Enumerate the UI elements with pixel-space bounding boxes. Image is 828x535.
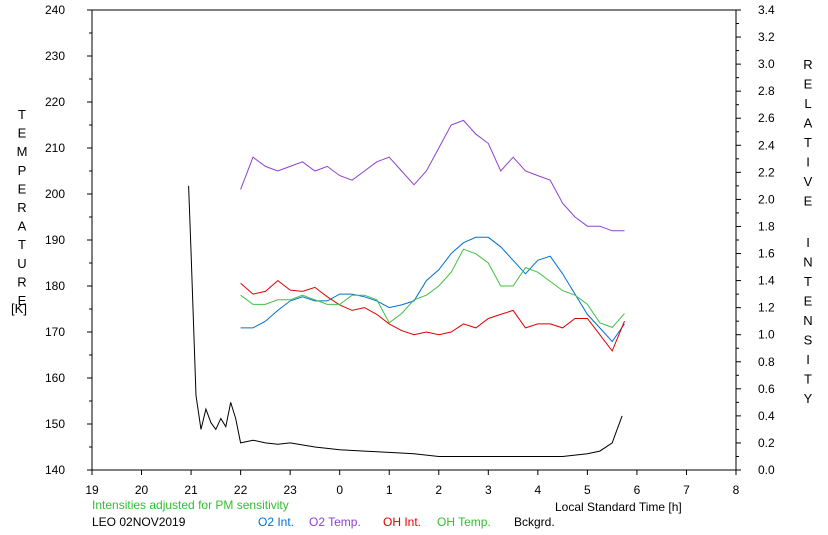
- x-tick-label: 1: [386, 483, 393, 497]
- left-axis-label-letter: A: [18, 219, 27, 234]
- y-right-tick-label: 0.0: [758, 463, 775, 477]
- y-right-tick-label: 0.4: [758, 409, 775, 423]
- y-left-tick-label: 210: [45, 141, 65, 155]
- y-right-tick-label: 1.4: [758, 274, 775, 288]
- left-axis-label-letter: E: [18, 181, 27, 196]
- y-right-tick-label: 1.2: [758, 301, 775, 315]
- left-axis-unit: [K]: [11, 301, 27, 316]
- y-right-tick-label: 3.4: [758, 3, 775, 17]
- series-line-bckgrd: [188, 185, 623, 457]
- y-left-tick-label: 150: [45, 417, 65, 431]
- y-right-tick-label: 1.6: [758, 247, 775, 261]
- x-tick-label: 4: [535, 483, 542, 497]
- x-tick-label: 20: [135, 483, 149, 497]
- y-right-tick-label: 2.8: [758, 84, 775, 98]
- y-right-tick-label: 2.4: [758, 138, 775, 152]
- left-axis-label-letter: R: [17, 274, 26, 289]
- y-left-tick-label: 160: [45, 371, 65, 385]
- x-tick-label: 21: [184, 483, 198, 497]
- right-axis-label-letter: V: [804, 174, 813, 189]
- right-axis-label-letter: S: [804, 333, 813, 348]
- x-tick-label: 7: [683, 483, 690, 497]
- axis-ticks: 19 20 21 22 23 0 1 2 3 4 5 6 7 8140150160170180190200…: [45, 3, 775, 497]
- series-line-o2-temp: [240, 119, 625, 232]
- right-axis-label-letter: T: [804, 372, 812, 387]
- legend-oh-int: OH Int.: [383, 515, 422, 529]
- x-axis-label: Local Standard Time [h]: [555, 500, 682, 514]
- x-tick-label: 22: [234, 483, 248, 497]
- left-axis-label-letter: M: [17, 144, 28, 159]
- right-axis-label-letter: N: [803, 313, 812, 328]
- legend-o2-temp: O2 Temp.: [309, 515, 361, 529]
- y-right-tick-label: 2.0: [758, 192, 775, 206]
- right-axis-label-letter: I: [806, 235, 810, 250]
- series-line-o2-int: [240, 236, 625, 343]
- y-right-tick-label: 2.2: [758, 165, 775, 179]
- legend-bckgrd: Bckgrd.: [514, 515, 555, 529]
- y-right-tick-label: 3.0: [758, 57, 775, 71]
- series-lines: [188, 119, 625, 457]
- y-left-tick-label: 170: [45, 325, 65, 339]
- y-left-tick-label: 180: [45, 279, 65, 293]
- y-right-tick-label: 1.8: [758, 219, 775, 233]
- left-axis-label-letter: T: [18, 107, 26, 122]
- y-left-tick-label: 230: [45, 49, 65, 63]
- x-tick-label: 19: [85, 483, 99, 497]
- series-line-oh-temp: [240, 248, 625, 328]
- right-axis-label-letter: E: [804, 77, 813, 92]
- x-tick-label: 3: [485, 483, 492, 497]
- y-left-tick-label: 240: [45, 3, 65, 17]
- y-right-tick-label: 2.6: [758, 111, 775, 125]
- left-axis-label-letter: T: [18, 237, 26, 252]
- right-axis-label-letter: N: [803, 255, 812, 270]
- right-axis-label-letter: E: [804, 294, 813, 309]
- plot-frame: [91, 9, 737, 471]
- left-axis-label-letter: P: [18, 163, 27, 178]
- right-axis-label-letter: A: [804, 116, 813, 131]
- right-axis-label-letter: R: [803, 57, 812, 72]
- left-axis-label-letter: U: [17, 256, 26, 271]
- y-left-tick-label: 190: [45, 233, 65, 247]
- right-axis-label-letter: L: [804, 96, 811, 111]
- station-label: LEO 02NOV2019: [92, 515, 186, 529]
- left-axis-label-letter: E: [18, 293, 27, 308]
- right-axis-label-letter: I: [806, 155, 810, 170]
- right-axis-label-letter: Y: [804, 391, 813, 406]
- y-right-tick-label: 3.2: [758, 30, 775, 44]
- x-tick-label: 0: [336, 483, 343, 497]
- x-tick-label: 5: [584, 483, 591, 497]
- y-left-tick-label: 220: [45, 95, 65, 109]
- y-right-tick-label: 0.2: [758, 436, 775, 450]
- series-line-oh-int: [240, 279, 625, 352]
- y-left-tick-label: 200: [45, 187, 65, 201]
- left-axis-label-letter: E: [18, 126, 27, 141]
- legend-oh-temp: OH Temp.: [437, 515, 491, 529]
- x-tick-label: 6: [634, 483, 641, 497]
- left-axis-label-letter: R: [17, 200, 26, 215]
- right-axis-label-letter: T: [804, 274, 812, 289]
- y-right-tick-label: 0.8: [758, 355, 775, 369]
- legend-o2-int: O2 Int.: [258, 515, 295, 529]
- y-right-tick-label: 1.0: [758, 328, 775, 342]
- y-right-tick-label: 0.6: [758, 382, 775, 396]
- right-axis-label-letter: I: [806, 352, 810, 367]
- right-axis-label-letter: T: [804, 135, 812, 150]
- right-axis-label-letter: E: [804, 194, 813, 209]
- y-left-tick-label: 140: [45, 463, 65, 477]
- x-tick-label: 8: [733, 483, 740, 497]
- note-text: Intensities adjusted for PM sensitivity: [92, 498, 289, 512]
- x-tick-label: 23: [283, 483, 297, 497]
- x-tick-label: 2: [435, 483, 442, 497]
